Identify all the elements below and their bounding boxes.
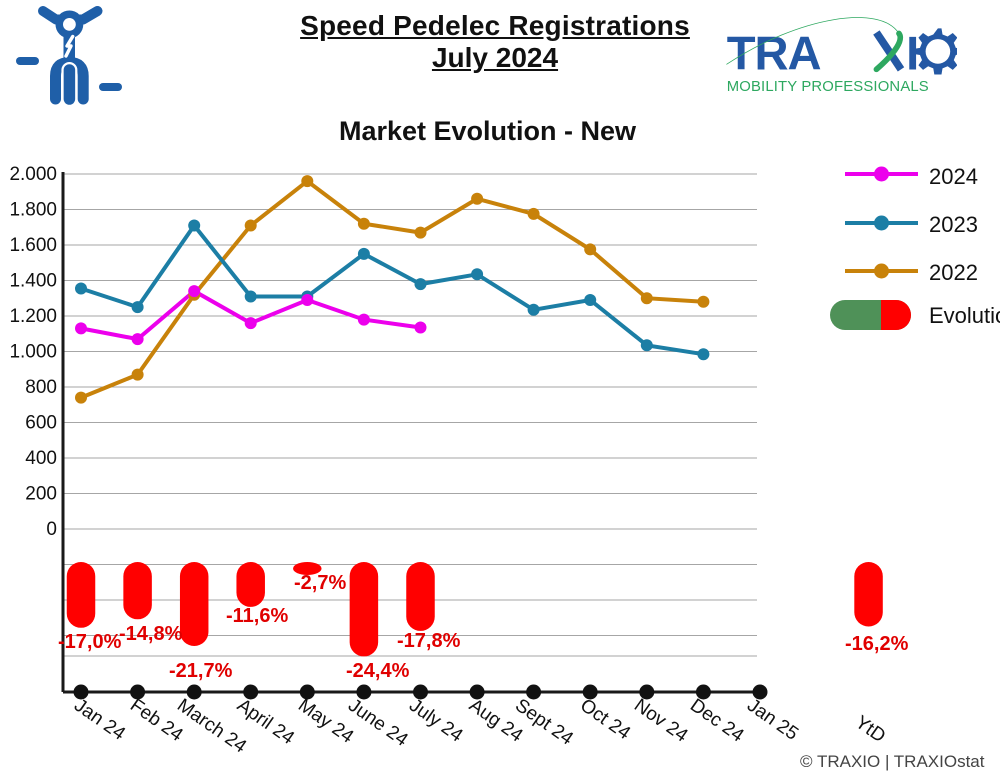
svg-text:-17,8%: -17,8% [397,630,461,652]
svg-text:2022: 2022 [929,260,978,285]
svg-text:Oct 24: Oct 24 [576,695,634,745]
svg-text:Dec 24: Dec 24 [686,695,748,747]
svg-text:1.600: 1.600 [9,235,57,256]
svg-text:800: 800 [25,377,57,398]
svg-text:-14,8%: -14,8% [119,623,183,645]
svg-text:Sept 24: Sept 24 [511,695,577,750]
svg-text:Evolution: Evolution [929,303,1000,328]
svg-text:1.000: 1.000 [9,342,57,363]
svg-text:-2,7%: -2,7% [294,572,346,594]
svg-text:1.200: 1.200 [9,306,57,327]
svg-text:June 24: June 24 [344,695,412,751]
svg-text:200: 200 [25,484,57,505]
svg-text:YtD: YtD [851,712,889,747]
svg-text:Jan 24: Jan 24 [70,695,129,745]
svg-text:Nov 24: Nov 24 [630,695,692,747]
svg-text:2023: 2023 [929,212,978,237]
svg-text:-21,7%: -21,7% [169,660,233,682]
svg-text:400: 400 [25,448,57,469]
svg-text:Feb 24: Feb 24 [126,695,187,746]
svg-text:2024: 2024 [929,164,978,189]
svg-text:0: 0 [46,519,57,540]
svg-text:-16,2%: -16,2% [845,633,909,655]
svg-text:1.400: 1.400 [9,271,57,292]
svg-text:-11,6%: -11,6% [226,605,288,627]
svg-text:2.000: 2.000 [9,164,57,185]
svg-text:Jan 25: Jan 25 [743,695,802,745]
svg-text:1.800: 1.800 [9,200,57,221]
svg-text:-24,4%: -24,4% [346,660,410,682]
svg-text:-17,0%: -17,0% [58,631,122,653]
svg-text:600: 600 [25,413,57,434]
svg-text:July 24: July 24 [405,695,467,747]
svg-text:May 24: May 24 [294,695,357,748]
